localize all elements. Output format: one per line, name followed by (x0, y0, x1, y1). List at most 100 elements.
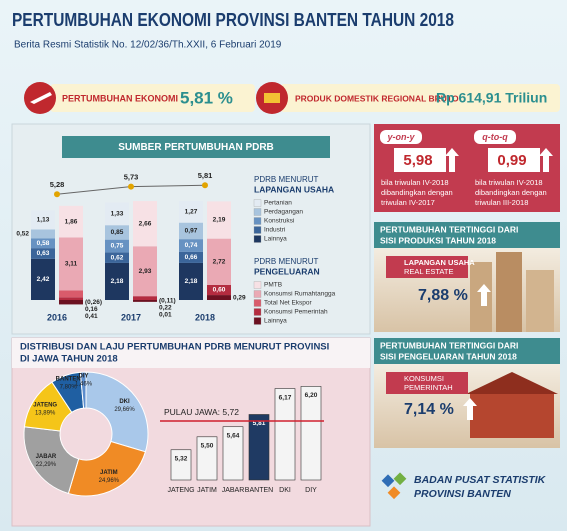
quarterly-label: y-on-y (387, 132, 416, 142)
bar-segment (59, 300, 83, 305)
label-box (386, 256, 468, 278)
bar-segment (133, 296, 157, 300)
slice-value: 7,80% (60, 385, 78, 391)
data-label: 0,74 (185, 242, 198, 249)
slice-label: JABAR (36, 454, 57, 460)
bar-segment (179, 251, 203, 263)
bar-segment (31, 248, 55, 259)
quarterly-label: q-to-q (482, 132, 508, 142)
bar-segment (31, 229, 55, 239)
data-label: 0,75 (111, 243, 124, 250)
label-box (386, 372, 468, 394)
pie-slice (23, 426, 80, 495)
bar-segment (133, 201, 157, 247)
panel-title: SUMBER PERTUMBUHAN PDRB (118, 142, 274, 153)
slice-value: 29,66% (114, 407, 135, 413)
highlight-value: Rp 614,91 Triliun (436, 90, 547, 106)
data-label: 0,63 (37, 250, 50, 257)
x-tick-label: BANTEN (245, 487, 273, 494)
slice-label: DIY (79, 374, 89, 380)
bar-segment (207, 284, 231, 296)
panel-header (62, 136, 330, 158)
quarterly-note: dibandingkan dengan (381, 188, 453, 197)
up-arrow (539, 148, 553, 172)
data-label: 2,18 (111, 278, 124, 285)
legend-label: Total Net Ekspor (264, 300, 313, 307)
total-point (128, 183, 134, 190)
data-label: 2,19 (213, 217, 226, 224)
highest-panel: PERTUMBUHAN TERTINGGI DARI SISI PRODUKSI… (374, 222, 560, 332)
data-label: 0,58 (37, 240, 50, 247)
data-label: 2,66 (139, 220, 152, 227)
data-label: 5,81 (198, 171, 213, 180)
data-label: 1,86 (65, 218, 78, 225)
bar-segment (179, 201, 203, 223)
bar-segment (59, 237, 83, 291)
highest-value: 7,14 % (404, 401, 454, 418)
legend-label: Industri (264, 227, 285, 234)
data-label: 3,11 (65, 261, 78, 268)
page-subtitle: Berita Resmi Statistik No. 12/02/36/Th.X… (14, 40, 282, 51)
slice-value: 13,89% (35, 410, 56, 416)
highest-item: REAL ESTATE (404, 267, 453, 276)
data-label: 5,81 (253, 420, 266, 427)
data-label: 1,33 (111, 211, 124, 218)
bar-segment (133, 246, 157, 297)
highlight-banner: PERTUMBUHAN EKONOMI 5,81 % PRODUK DOMEST… (24, 82, 560, 114)
data-label: 2,42 (37, 276, 50, 283)
total-point (54, 191, 60, 198)
slice-value: 1,46% (75, 382, 93, 388)
highlight-value: 5,81 % (180, 88, 233, 107)
panel-title: DISTRIBUSI DAN LAJU PERTUMBUHAN PDRB MEN… (20, 342, 329, 353)
x-tick-label: 2017 (121, 312, 141, 322)
legend-swatch (253, 199, 262, 207)
slice-label: JATIM (100, 470, 118, 476)
slice-label: JATENG (33, 402, 57, 408)
bar-segment (207, 295, 231, 300)
x-tick-label: DIY (305, 487, 317, 494)
data-label: 0,29 (233, 294, 246, 301)
value-box (488, 148, 540, 172)
bar-segment (105, 202, 129, 226)
panel-title: PERTUMBUHAN TERTINGGI DARI (380, 340, 518, 350)
building (526, 270, 554, 332)
legend-swatch (253, 299, 262, 307)
legend-label: Konstruksi (264, 218, 294, 225)
legend-label: Lainnya (264, 318, 287, 325)
panel-title: DI JAWA TAHUN 2018 (20, 354, 118, 365)
data-label: 0,52 (16, 231, 29, 238)
data-label: 5,28 (50, 180, 65, 189)
data-label: 0,60 (213, 287, 226, 294)
footer-text: BADAN PUSAT STATISTIK (414, 474, 547, 486)
value-box (394, 148, 446, 172)
bar-segment (105, 225, 129, 240)
quarterly-panel: y-on-y 5,98 bila triwulan IV-2018 diband… (374, 124, 560, 212)
bar (274, 388, 296, 481)
data-label: 0,22 (159, 305, 172, 312)
bar-segment (207, 238, 231, 285)
bar-segment (207, 201, 231, 239)
bar (248, 414, 270, 481)
quarterly-value: 0,99 (497, 152, 526, 169)
legend-swatch (253, 317, 262, 325)
highest-category: LAPANGAN USAHA (404, 258, 475, 267)
money-icon (264, 93, 280, 103)
building-roof (466, 372, 558, 394)
footer: BADAN PUSAT STATISTIK PROVINSI BANTEN (381, 472, 547, 500)
logo (387, 486, 401, 500)
highest-value: 7,88 % (418, 287, 468, 304)
panel-header (374, 222, 560, 248)
data-label: 2,18 (185, 278, 198, 285)
bar-segment (133, 300, 157, 302)
highest-item: PEMERINTAH (404, 383, 453, 392)
data-label: 0,85 (111, 229, 124, 236)
slice-value: 22,29% (36, 462, 57, 468)
bar-segment (59, 290, 83, 298)
pie-slice (67, 440, 147, 497)
data-label: 5,50 (201, 443, 214, 450)
plane-icon (30, 92, 52, 104)
bar-segment (105, 252, 129, 263)
building (470, 392, 554, 438)
slice-label: BANTEN (56, 377, 81, 383)
data-label: 0,41 (85, 313, 98, 320)
